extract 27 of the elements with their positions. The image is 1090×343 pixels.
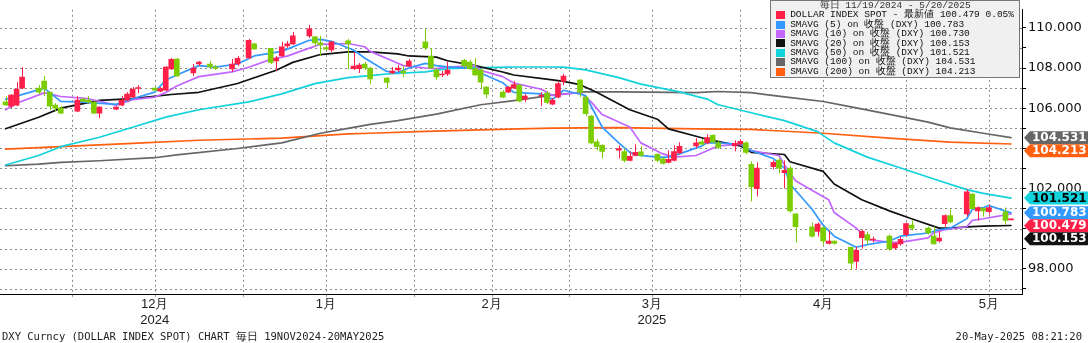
x-tick-label: 2月 — [481, 296, 502, 312]
candlestick — [428, 47, 434, 70]
legend-label: SMAVG (200) on 收盤 (DXY) 104.213 — [790, 65, 976, 77]
y-tick-label: 108.000 — [1028, 59, 1082, 75]
x-tick-label: 4月 — [813, 296, 834, 312]
annotation: 100.479 — [1032, 218, 1087, 233]
y-tick-label: 98.000 — [1028, 260, 1074, 276]
x-tick-label: 3月 2025 — [637, 296, 667, 327]
annotation: 100.783 — [1032, 205, 1087, 220]
annotation: 104.531 — [1032, 130, 1087, 145]
y-tick-label: 106.000 — [1028, 99, 1082, 115]
candlestick — [577, 78, 583, 98]
x-tick-label: 5月 — [978, 296, 999, 312]
y-tick-label: 110.000 — [1028, 19, 1082, 35]
text: DXY Curncy (DOLLAR INDEX SPOT) CHART 毎日 19NOV2024-20MAY2025 — [2, 330, 385, 343]
annotation: 101.521 — [1032, 190, 1087, 205]
x-tick-label: 12月 2024 — [140, 296, 170, 327]
annotation: 100.153 — [1032, 231, 1087, 246]
candlestick — [748, 160, 755, 202]
candlestick — [963, 188, 970, 218]
candlestick — [858, 229, 865, 250]
candlestick — [754, 161, 760, 197]
text: 20-May-2025 08:21:20 — [955, 330, 1082, 343]
candlestick — [516, 83, 523, 103]
legend-label: SMAVG (20) on 收盤 (DXY) 100.153 — [790, 37, 970, 49]
annotation: 104.213 — [1032, 143, 1087, 158]
x-tick-label: 1月 — [315, 296, 337, 312]
